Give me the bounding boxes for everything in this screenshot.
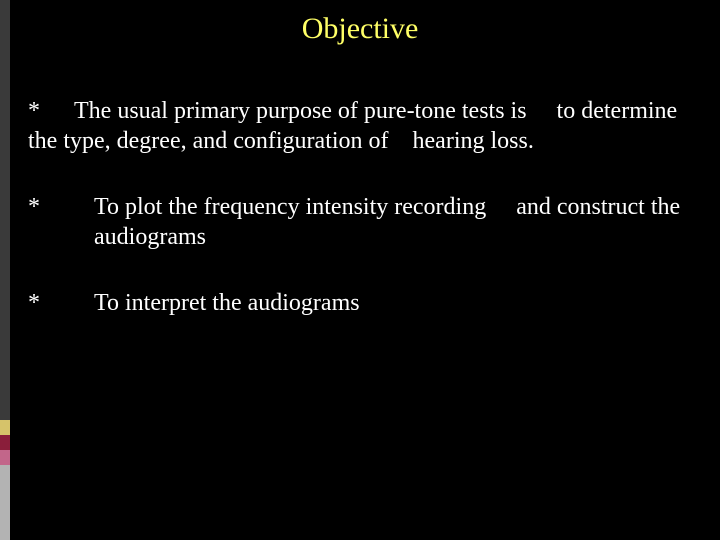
bullet-item: *The usual primary purpose of pure-tone … [28, 96, 698, 156]
bullet-item: * To interpret the audiograms [28, 288, 698, 318]
bullet-text: To plot the frequency intensity recordin… [94, 192, 698, 252]
accent-segment [0, 450, 10, 465]
accent-segment [0, 280, 10, 420]
bullet-text: To interpret the audiograms [94, 288, 698, 318]
accent-segment [0, 465, 10, 540]
accent-segment [0, 420, 10, 435]
accent-segment [0, 240, 10, 280]
slide-body: *The usual primary purpose of pure-tone … [0, 96, 720, 318]
bullet-marker: * [28, 192, 94, 252]
left-accent-bar [0, 0, 10, 540]
slide-title: Objective [0, 0, 720, 96]
bullet-text: The usual primary purpose of pure-tone t… [28, 98, 677, 154]
accent-segment [0, 40, 10, 240]
accent-segment [0, 0, 10, 40]
bullet-marker: * [28, 96, 74, 126]
accent-segment [0, 435, 10, 450]
bullet-marker: * [28, 288, 94, 318]
bullet-item: * To plot the frequency intensity record… [28, 192, 698, 252]
